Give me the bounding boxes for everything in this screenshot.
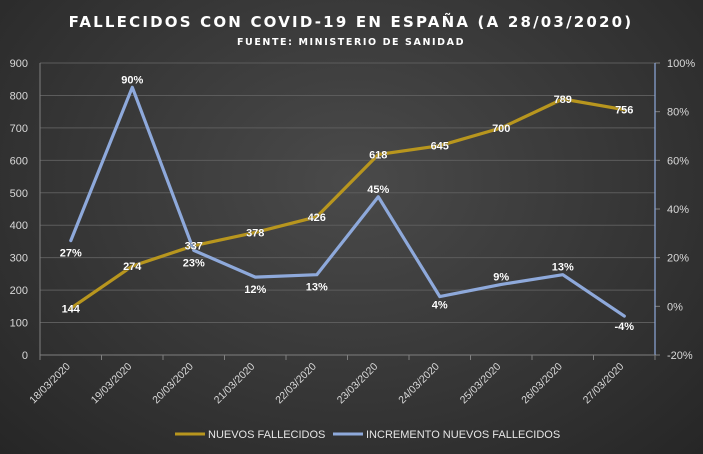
y-left-tick-label: 800 [10,90,28,102]
y-right-tick-label: 0% [667,301,683,313]
data-label: 9% [493,271,509,283]
data-label: 274 [123,261,142,273]
data-labels: 144 274 337 378 426 618 645 700 789 756 27% 90% 23% 1… [60,74,635,333]
line-incremento-nuevos-fallecidos [69,85,626,318]
data-label: 756 [615,105,633,117]
y-right-tick-label: 100% [667,58,695,70]
y-left-tick-label: 600 [10,155,28,167]
y-right-tick-label: 60% [667,155,689,167]
data-label: 789 [554,94,572,106]
y-left-tick-label: 900 [10,58,28,70]
line-nuevos-fallecidos [69,97,626,310]
y-left-tick-label: 300 [10,253,28,265]
x-tick-label: 27/03/2020 [581,361,627,407]
y-left-tick-label: 0 [22,350,28,362]
data-label: 13% [552,262,574,274]
x-tick-label: 23/03/2020 [335,361,381,407]
legend-entry-label: NUEVOS FALLECIDOS [208,429,325,441]
y-right-tick-label: 20% [667,253,689,265]
data-label: 27% [60,248,82,260]
x-tick-label: 18/03/2020 [27,361,73,407]
series [69,85,626,318]
data-label: 45% [367,184,389,196]
data-label: 618 [369,149,387,161]
data-label: 13% [306,282,328,294]
y-left-tick-label: 700 [10,123,28,135]
data-label: -4% [614,321,634,333]
data-label: 378 [246,227,264,239]
y-right-tick-label: 80% [667,107,689,119]
data-label: 12% [244,284,266,296]
y-left-tick-label: 400 [10,220,28,232]
data-label: 90% [121,74,143,86]
axes: 0 100 200 300 400 500 600 700 800 900 -20% 0% 20% 40%… [10,58,696,406]
data-label: 700 [492,123,510,135]
data-label: 337 [185,241,203,253]
y-left-tick-label: 500 [10,188,28,200]
data-label: 426 [308,212,326,224]
data-label: 144 [62,303,81,315]
legend: NUEVOS FALLECIDOS INCREMENTO NUEVOS FALLE… [175,429,560,441]
data-label: 23% [183,257,205,269]
x-tick-label: 24/03/2020 [396,361,442,407]
x-tick-label: 20/03/2020 [150,361,196,407]
y-left-tick-label: 200 [10,285,28,297]
x-tick-label: 19/03/2020 [89,361,135,407]
chart-subtitle: FUENTE: MINISTERIO DE SANIDAD [237,37,465,48]
x-tick-label: 21/03/2020 [212,361,258,407]
y-right-tick-label: 40% [667,204,689,216]
legend-entry-label: INCREMENTO NUEVOS FALLECIDOS [366,429,560,441]
x-tick-label: 22/03/2020 [273,361,319,407]
x-tick-label: 25/03/2020 [458,361,504,407]
data-label: 4% [432,300,448,312]
chart-title: FALLECIDOS CON COVID-19 EN ESPAÑA (A 28/… [69,12,634,31]
grid [40,62,655,356]
data-label: 645 [431,141,449,153]
x-tick-label: 26/03/2020 [519,361,565,407]
y-left-tick-label: 100 [10,318,28,330]
y-right-tick-label: -20% [667,350,693,362]
